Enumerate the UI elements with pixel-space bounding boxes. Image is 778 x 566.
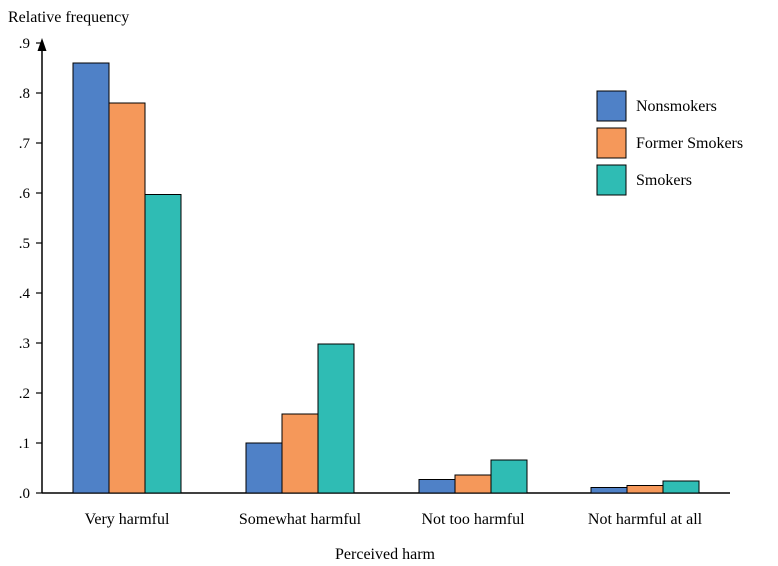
legend-label: Former Smokers: [636, 135, 743, 152]
legend-label: Smokers: [636, 172, 692, 189]
legend-swatch: [596, 164, 627, 196]
x-tick-label: Very harmful: [85, 511, 170, 528]
bar-former-smokers: [626, 485, 664, 494]
y-axis-arrow-icon: [37, 38, 47, 51]
bar-smokers: [144, 194, 182, 494]
y-tick-label: .9: [19, 36, 30, 52]
legend: Nonsmokers Former Smokers Smokers: [596, 90, 743, 196]
legend-swatch: [596, 127, 627, 159]
bar-former-smokers: [108, 102, 146, 494]
y-tick-label: .0: [19, 486, 30, 502]
legend-label: Nonsmokers: [636, 98, 717, 115]
y-tick-label: .6: [19, 186, 31, 202]
y-tick-label: .7: [19, 136, 31, 152]
bar-former-smokers: [281, 413, 319, 494]
y-tick-label: .2: [19, 386, 30, 402]
bar-nonsmokers: [245, 442, 283, 494]
bars: [72, 62, 700, 494]
x-tick-labels: Very harmful Somewhat harmful Not too harm…: [85, 511, 703, 528]
x-tick-label: Not too harmful: [421, 511, 525, 528]
y-tick-label: .5: [19, 236, 30, 252]
bar-nonsmokers: [418, 479, 456, 494]
bar-nonsmokers: [590, 487, 628, 494]
bar-smokers: [490, 459, 528, 494]
y-tick-label: .4: [19, 286, 31, 302]
bar-smokers: [662, 480, 700, 494]
bar-nonsmokers: [72, 62, 110, 494]
bar-smokers: [317, 343, 355, 494]
x-axis-title: Perceived harm: [335, 546, 436, 563]
bar-former-smokers: [454, 474, 492, 494]
y-tick-label: .3: [19, 336, 30, 352]
x-tick-label: Not harmful at all: [588, 511, 703, 528]
x-tick-label: Somewhat harmful: [239, 511, 362, 528]
y-tick-label: .8: [19, 86, 30, 102]
y-ticks: .0 .1 .2 .3 .4 .5 .6 .7 .8 .9: [19, 36, 42, 502]
legend-swatch: [596, 90, 627, 122]
y-axis-title: Relative frequency: [8, 9, 129, 26]
y-tick-label: .1: [19, 436, 30, 452]
